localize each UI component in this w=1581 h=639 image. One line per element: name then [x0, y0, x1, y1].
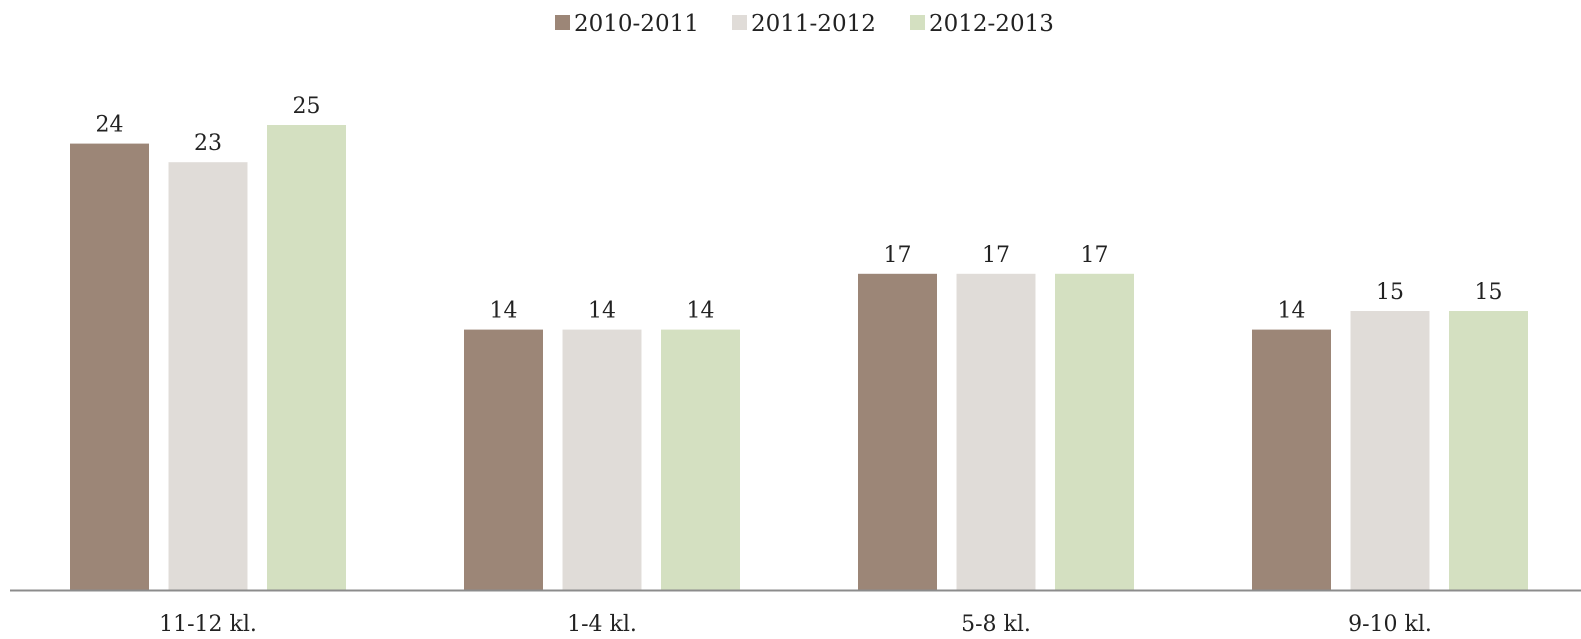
- bar-2012-2013-9-10 kl.: [1449, 311, 1528, 590]
- data-label-2012-2013-5-8 kl.: 17: [1081, 243, 1109, 268]
- data-label-2012-2013-9-10 kl.: 15: [1475, 280, 1503, 305]
- bar-2010-2011-11-12 kl.: [70, 143, 149, 590]
- legend-swatch-2012-2013: [910, 15, 925, 30]
- data-label-2010-2011-11-12 kl.: 24: [96, 113, 124, 138]
- data-label-2011-2012-5-8 kl.: 17: [982, 243, 1010, 268]
- data-label-2011-2012-9-10 kl.: 15: [1376, 280, 1404, 305]
- category-label-5-8 kl.: 5-8 kl.: [961, 612, 1031, 637]
- data-label-2011-2012-11-12 kl.: 23: [194, 131, 222, 156]
- legend-label-2010-2011: 2010-2011: [574, 11, 699, 37]
- data-labels: 24 23 25 14 14 14 17 17 17 14 15 15: [96, 94, 1503, 324]
- legend-label-2011-2012: 2011-2012: [751, 11, 876, 37]
- bar-2011-2012-11-12 kl.: [168, 162, 248, 590]
- data-label-2011-2012-1-4 kl.: 14: [588, 299, 616, 324]
- data-label-2010-2011-1-4 kl.: 14: [490, 299, 518, 324]
- data-label-2012-2013-11-12 kl.: 25: [293, 94, 321, 119]
- bar-2010-2011-9-10 kl.: [1252, 329, 1331, 590]
- category-labels: 11-12 kl. 1-4 kl. 5-8 kl. 9-10 kl.: [159, 612, 1432, 637]
- category-label-11-12 kl.: 11-12 kl.: [159, 612, 257, 637]
- data-label-2010-2011-9-10 kl.: 14: [1278, 299, 1306, 324]
- bar-2011-2012-1-4 kl.: [562, 329, 642, 590]
- chart-legend: 2010-2011 2011-2012 2012-2013: [555, 11, 1054, 37]
- legend-swatch-2010-2011: [555, 15, 570, 30]
- data-label-2010-2011-5-8 kl.: 17: [884, 243, 912, 268]
- bar-2010-2011-5-8 kl.: [858, 273, 937, 590]
- legend-label-2012-2013: 2012-2013: [929, 11, 1054, 37]
- bar-2012-2013-5-8 kl.: [1055, 273, 1134, 590]
- bar-group: [70, 125, 1528, 590]
- category-label-9-10 kl.: 9-10 kl.: [1348, 612, 1432, 637]
- category-label-1-4 kl.: 1-4 kl.: [567, 612, 637, 637]
- bar-2012-2013-11-12 kl.: [267, 125, 346, 590]
- bar-2011-2012-5-8 kl.: [956, 273, 1036, 590]
- legend-swatch-2011-2012: [732, 15, 747, 30]
- data-label-2012-2013-1-4 kl.: 14: [687, 299, 715, 324]
- bar-2012-2013-1-4 kl.: [661, 329, 740, 590]
- bar-2011-2012-9-10 kl.: [1350, 311, 1430, 590]
- bar-2010-2011-1-4 kl.: [464, 329, 543, 590]
